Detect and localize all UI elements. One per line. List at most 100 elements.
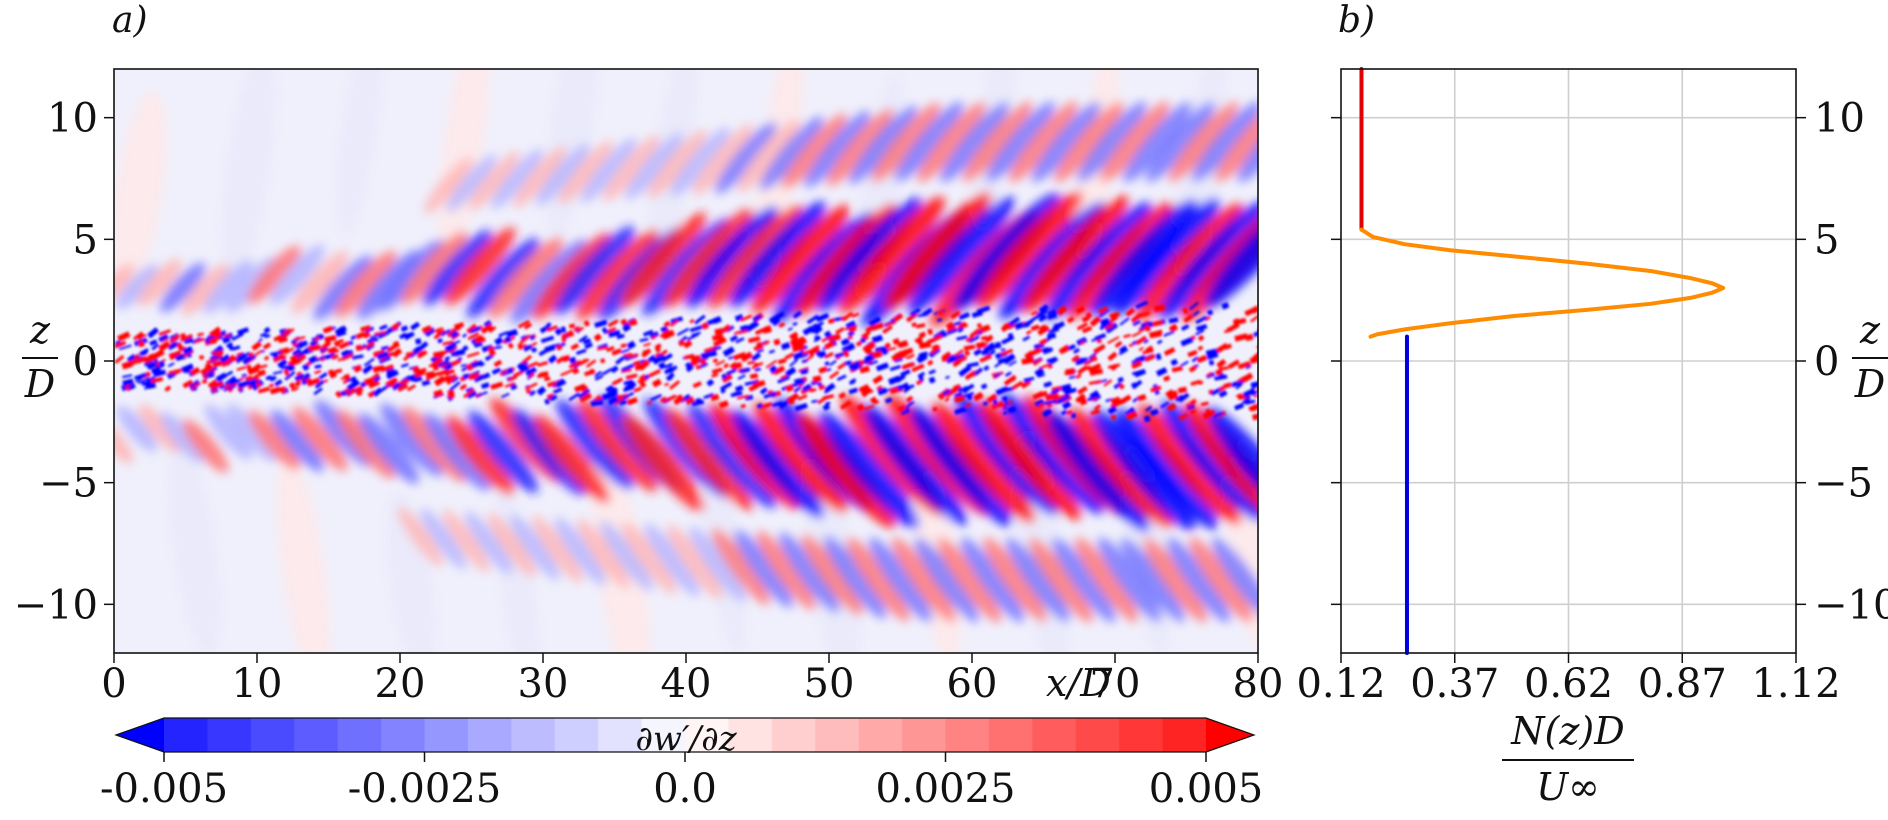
core-eddy [1046,356,1058,364]
core-eddy [406,384,417,392]
core-eddy [977,342,989,350]
core-eddy [715,359,726,367]
core-eddy [1135,335,1148,346]
core-eddy [691,399,705,407]
outer-wave-lobe [891,537,956,623]
core-eddy [916,338,923,344]
core-eddy [889,364,902,372]
core-eddy [958,364,972,377]
outer-wave-lobe [1166,537,1231,623]
core-eddy [374,330,387,336]
core-eddy [1131,360,1143,370]
wave-lobe [907,196,1014,314]
core-eddy [812,375,822,383]
core-eddy [197,332,204,337]
core-eddy [1003,401,1010,406]
core-eddy [536,386,547,396]
core-eddy [363,377,374,386]
core-eddy [651,335,658,340]
core-eddy [968,335,980,344]
core-eddy [933,329,945,339]
core-eddy [212,350,224,357]
core-eddy [588,368,596,375]
core-eddy [222,335,231,344]
core-eddy [897,382,909,392]
core-eddy [506,329,518,338]
core-eddy [524,382,538,391]
core-eddy [1038,338,1048,346]
core-eddy [874,400,880,405]
core-eddy [399,379,409,385]
core-eddy [1023,376,1035,382]
profile-x-tick-label: 0.62 [1524,661,1613,707]
core-eddy [1204,315,1211,322]
core-eddy [594,374,604,381]
outer-wave-lobe [513,145,567,208]
core-eddy [714,328,724,336]
core-eddy [314,379,325,389]
core-eddy [954,406,968,415]
core-eddy [465,387,474,393]
core-eddy [897,405,907,413]
core-eddy [963,349,971,357]
core-eddy [967,395,973,401]
core-eddy [402,353,413,362]
core-eddy [1218,389,1228,398]
core-eddy [377,330,390,339]
core-eddy [917,312,929,318]
colorbar-level [902,718,947,752]
colorbar-ticks: -0.005 -0.0025 0.0 0.0025 0.005 [100,752,1263,812]
colorbar-level [728,718,773,752]
outer-wave-lobe [756,530,817,611]
y-tick-label: 0 [73,339,98,385]
outer-wave-lobe [599,520,653,592]
core-eddy [380,345,389,351]
core-eddy [648,369,661,378]
outer-wave-lobe [846,536,910,622]
core-eddy [701,321,710,330]
wave-lobe [138,404,181,454]
core-eddy [555,356,565,364]
core-eddy [433,328,446,340]
core-eddy [168,368,182,375]
core-eddy [400,325,409,332]
core-eddy [133,331,144,341]
core-eddy [780,374,788,380]
core-eddy [685,396,695,406]
wave-lobe [1137,404,1241,526]
core-eddy [813,321,825,329]
core-eddy [179,346,187,352]
core-eddy [654,352,661,357]
core-eddy [459,383,468,391]
core-eddy [1156,329,1163,335]
profile-frame [1340,68,1797,654]
core-eddy [560,326,567,333]
core-eddy [956,335,968,341]
core-eddy [713,345,722,351]
core-eddy [314,369,322,375]
core-eddy [791,344,806,353]
colorbar [114,717,1256,753]
core-eddy [1164,375,1171,381]
core-eddy [529,334,535,341]
core-eddy [721,373,727,380]
core-eddy [247,365,260,376]
core-eddy [785,384,794,393]
core-eddy [860,386,873,398]
core-eddy [226,342,233,348]
wave-lobe [114,263,134,308]
colorbar-level [294,718,339,752]
core-eddy [1218,383,1228,392]
core-eddy [1105,398,1113,403]
core-eddy [146,361,158,370]
core-eddy [950,310,961,320]
core-eddy [138,376,151,385]
core-eddy [425,371,435,378]
core-eddy [626,397,638,406]
core-eddy [789,336,800,346]
core-eddy [409,351,419,359]
core-eddy [1098,305,1109,315]
core-eddy [868,316,882,327]
outer-wave-lobe [937,537,1002,623]
core-eddy [147,327,160,339]
